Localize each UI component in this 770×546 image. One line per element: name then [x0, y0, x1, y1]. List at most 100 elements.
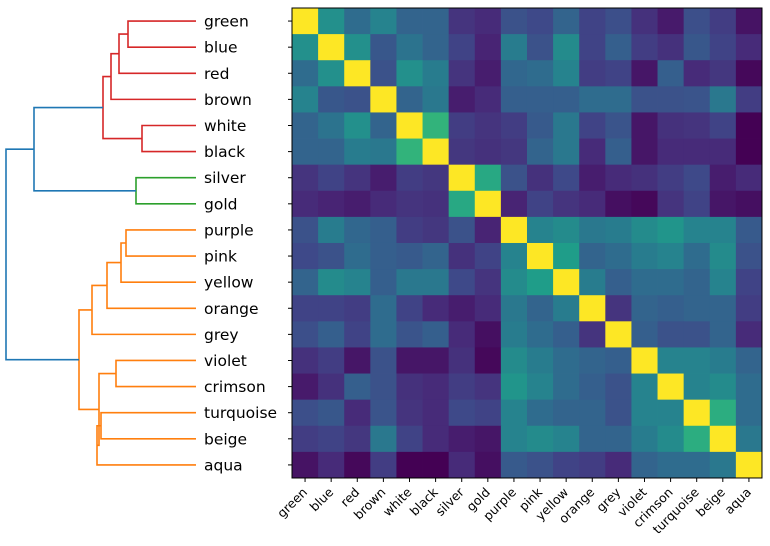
heatmap-cell-black-crimson — [657, 138, 685, 166]
heatmap-cell-black-green — [292, 138, 319, 166]
heatmap-cell-purple-black — [422, 216, 450, 244]
heatmap-cell-black-gold — [474, 138, 502, 166]
heatmap-cell-turquoise-silver — [448, 399, 476, 427]
heatmap-cell-aqua-yellow — [553, 451, 580, 479]
heatmap-cell-brown-black — [422, 86, 450, 113]
heatmap-cell-grey-white — [396, 321, 423, 348]
heatmap-cell-aqua-violet — [631, 451, 658, 479]
heatmap-cell-brown-turquoise — [683, 86, 711, 113]
heatmap-cell-silver-beige — [709, 164, 737, 192]
column-label-aqua: aqua — [721, 484, 754, 517]
heatmap-cell-gold-yellow — [553, 190, 580, 218]
heatmap-cell-white-grey — [605, 112, 632, 139]
heatmap-cell-beige-orange — [579, 425, 606, 453]
heatmap-cell-white-crimson — [657, 112, 685, 139]
heatmap-cell-yellow-brown — [370, 269, 397, 296]
heatmap-cell-aqua-beige — [709, 451, 737, 479]
heatmap-cell-aqua-turquoise — [683, 451, 711, 479]
heatmap-cell-blue-silver — [448, 34, 476, 61]
heatmap-cell-purple-yellow — [553, 216, 580, 244]
heatmap-cell-grey-grey — [605, 321, 632, 348]
heatmap-cell-turquoise-beige — [709, 399, 737, 427]
heatmap-cell-green-red — [344, 8, 371, 35]
heatmap-cell-beige-purple — [500, 425, 528, 453]
column-label-beige: beige — [693, 484, 728, 519]
heatmap-cell-white-black — [422, 112, 450, 139]
row-label-beige: beige — [204, 430, 247, 448]
heatmap-cell-grey-pink — [526, 321, 554, 348]
heatmap-cell-purple-red — [344, 216, 371, 244]
heatmap-cell-green-white — [396, 8, 423, 35]
heatmap-cell-aqua-pink — [526, 451, 554, 479]
heatmap-cell-yellow-black — [422, 269, 450, 296]
heatmap-cell-crimson-green — [292, 373, 319, 401]
heatmap-cell-silver-brown — [370, 164, 397, 192]
heatmap-cell-blue-aqua — [735, 34, 763, 61]
heatmap-cell-red-turquoise — [683, 60, 711, 87]
heatmap-cell-orange-brown — [370, 295, 397, 322]
heatmap-cell-orange-purple — [500, 295, 528, 322]
heatmap-cell-turquoise-grey — [605, 399, 632, 427]
heatmap-cell-red-red — [344, 60, 371, 87]
dendrogram — [5, 20, 196, 466]
heatmap-cell-pink-black — [422, 242, 450, 270]
heatmap-cell-turquoise-purple — [500, 399, 528, 427]
heatmap-cell-green-brown — [370, 8, 397, 35]
heatmap-cell-silver-pink — [526, 164, 554, 192]
heatmap-cell-beige-grey — [605, 425, 632, 453]
heatmap-cell-yellow-violet — [631, 269, 658, 296]
heatmap-cell-gold-purple — [500, 190, 528, 218]
heatmap-cell-yellow-beige — [709, 269, 737, 296]
heatmap-cell-white-purple — [500, 112, 528, 139]
heatmap-cell-purple-beige — [709, 216, 737, 244]
heatmap-cell-gold-orange — [579, 190, 606, 218]
heatmap-cell-black-orange — [579, 138, 606, 166]
heatmap-cell-red-silver — [448, 60, 476, 87]
heatmap-cell-green-green — [292, 8, 319, 35]
heatmap-cell-white-aqua — [735, 112, 763, 139]
heatmap-cell-gold-grey — [605, 190, 632, 218]
heatmap-cell-purple-crimson — [657, 216, 685, 244]
heatmap-cell-brown-silver — [448, 86, 476, 113]
heatmap-cell-white-blue — [318, 112, 345, 139]
row-label-violet: violet — [204, 352, 247, 370]
column-label-silver: silver — [432, 484, 467, 519]
heatmap-cell-gold-red — [344, 190, 371, 218]
heatmap-cell-crimson-beige — [709, 373, 737, 401]
row-label-yellow: yellow — [204, 274, 254, 292]
heatmap-cell-brown-red — [344, 86, 371, 113]
heatmap-cell-pink-silver — [448, 242, 476, 270]
heatmap-cell-blue-blue — [318, 34, 345, 61]
heatmap-cell-silver-turquoise — [683, 164, 711, 192]
heatmap-cell-pink-gold — [474, 242, 502, 270]
heatmap-cell-turquoise-gold — [474, 399, 502, 427]
heatmap-cell-green-pink — [526, 8, 554, 35]
dendrogram-link — [141, 124, 196, 153]
row-label-white: white — [204, 117, 246, 135]
heatmap-cell-purple-turquoise — [683, 216, 711, 244]
heatmap-cell-green-violet — [631, 8, 658, 35]
heatmap-cell-crimson-crimson — [657, 373, 685, 401]
heatmap-cell-beige-gold — [474, 425, 502, 453]
heatmap-cell-red-brown — [370, 60, 397, 87]
heatmap-cell-crimson-violet — [631, 373, 658, 401]
heatmap-cell-gold-pink — [526, 190, 554, 218]
heatmap-cell-orange-crimson — [657, 295, 685, 322]
heatmap-cell-silver-aqua — [735, 164, 763, 192]
heatmap-cell-orange-turquoise — [683, 295, 711, 322]
heatmap-cell-purple-brown — [370, 216, 397, 244]
heatmap-cell-brown-blue — [318, 86, 345, 113]
heatmap-cell-red-pink — [526, 60, 554, 87]
heatmap-cell-turquoise-white — [396, 399, 423, 427]
heatmap-cell-crimson-black — [422, 373, 450, 401]
heatmap-cell-violet-beige — [709, 347, 737, 374]
heatmap-cell-gold-brown — [370, 190, 397, 218]
heatmap-cell-orange-black — [422, 295, 450, 322]
heatmap-cell-violet-violet — [631, 347, 658, 374]
heatmap-cell-violet-brown — [370, 347, 397, 374]
heatmap-cell-white-beige — [709, 112, 737, 139]
heatmap-cell-beige-red — [344, 425, 371, 453]
heatmap-cell-violet-aqua — [735, 347, 763, 374]
heatmap-cell-silver-grey — [605, 164, 632, 192]
